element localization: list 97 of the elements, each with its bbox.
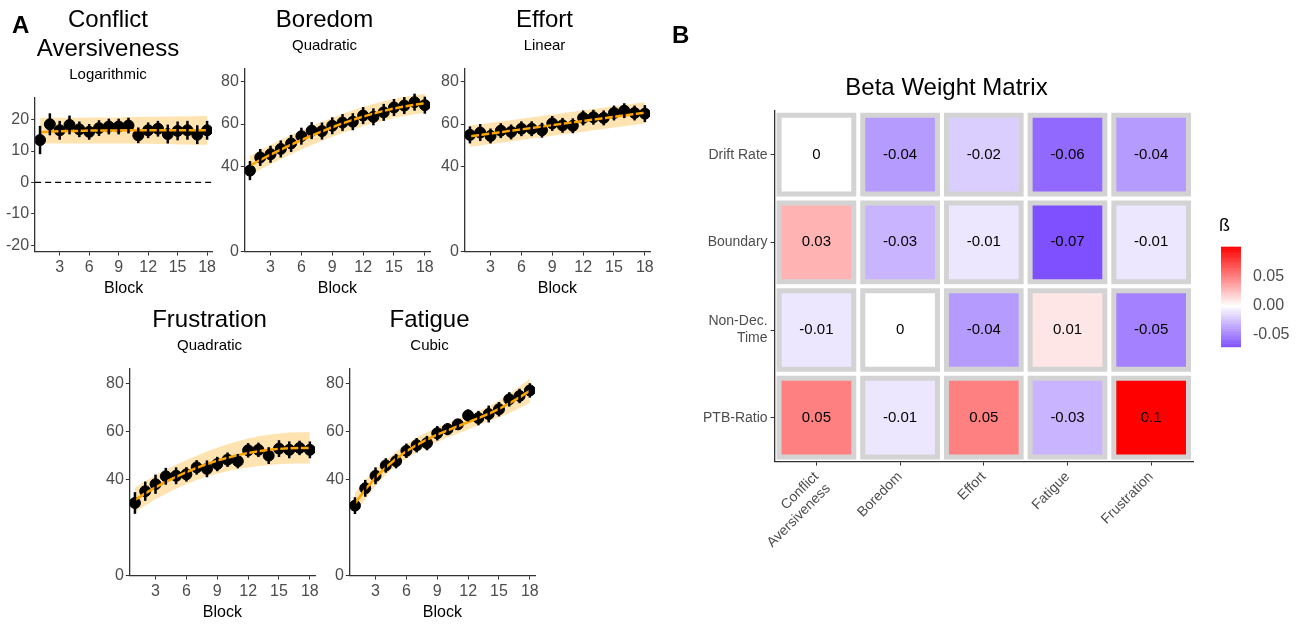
x-tick-label: 12 (139, 257, 158, 275)
chart-title: Fatigue (389, 305, 470, 333)
chart-subtitle: Quadratic (176, 335, 243, 353)
text: A (12, 10, 30, 38)
x-tick-label: 6 (181, 581, 191, 599)
chart-subtitle: Cubic (410, 335, 450, 353)
y-tick-label: 60 (441, 114, 459, 132)
x-tick-label: 15 (168, 257, 187, 275)
x-axis-title: Block (104, 278, 145, 296)
x-tick-label: 18 (635, 257, 654, 275)
data-label: -0.03 (883, 232, 918, 250)
data-label: -0.01 (1134, 232, 1169, 250)
chart-title: Conflict Aversiveness (36, 5, 180, 61)
x-axis-title: Block (317, 278, 358, 296)
x-tick-label: 3 (151, 581, 161, 599)
x-tick-label: 15 (490, 581, 508, 599)
data-label: -0.05 (1134, 320, 1169, 338)
x-tick-label: 3 (55, 257, 65, 275)
x-tick-label: 6 (84, 257, 94, 275)
x-tick-label: 3 (371, 581, 381, 599)
y-tick-label: Boundary (707, 233, 768, 250)
data-label: -0.04 (883, 144, 918, 162)
data-label: 0 (812, 144, 821, 162)
y-tick-label: 60 (221, 114, 239, 132)
data-label: -0.03 (1050, 407, 1085, 425)
y-tick-label: 40 (221, 156, 239, 174)
data-label: -0.02 (966, 144, 1001, 162)
y-tick-label: 0 (334, 566, 344, 584)
y-tick-label: 20 (11, 110, 30, 128)
x-tick-label: 6 (401, 581, 411, 599)
x-axis-title: Block (422, 602, 463, 620)
chart-subtitle: Quadratic (291, 35, 358, 53)
y-tick-label: 80 (106, 373, 124, 391)
x-tick-label: 9 (432, 581, 442, 599)
y-tick-label: PTB-Ratio (702, 408, 768, 425)
chart-title: Frustration (152, 305, 267, 333)
data-label: 0.1 (1140, 407, 1162, 425)
chart-title: Boredom (275, 5, 374, 33)
color-bar-label: -0.05 (1253, 325, 1290, 343)
color-bar-title: ß (1219, 214, 1230, 235)
x-tick-label: 12 (574, 257, 593, 275)
color-bar-label: 0.00 (1253, 295, 1285, 313)
chart-subtitle: Logarithmic (69, 64, 148, 82)
chart-subtitle: Linear (523, 35, 566, 53)
y-tick-label: 10 (11, 141, 30, 159)
y-tick-label: Drift Rate (708, 145, 768, 162)
chart-title: Beta Weight Matrix (845, 73, 1048, 101)
x-tick-label: 3 (266, 257, 276, 275)
y-tick-label: 0 (20, 172, 30, 190)
x-tick-label: 9 (114, 257, 124, 275)
x-tick-label: 6 (296, 257, 306, 275)
data-label: -0.04 (1134, 144, 1169, 162)
y-tick-label: 0 (229, 242, 239, 260)
x-tick-label: 18 (300, 581, 319, 599)
data-label: -0.01 (966, 232, 1001, 250)
x-tick-label: 15 (270, 581, 288, 599)
x-tick-label: 12 (459, 581, 478, 599)
data-label: 0.01 (1052, 320, 1083, 338)
data-label: -0.07 (1050, 232, 1085, 250)
x-tick-label: 12 (239, 581, 258, 599)
x-axis-title: Block (202, 602, 243, 620)
y-tick-label: 0 (114, 566, 124, 584)
y-tick-label: 40 (326, 469, 344, 487)
x-tick-label: 12 (354, 257, 373, 275)
x-tick-label: 18 (198, 257, 217, 275)
x-tick-label: 18 (520, 581, 539, 599)
data-label: -0.04 (966, 320, 1001, 338)
y-tick-label: 80 (441, 71, 459, 89)
x-axis-title: Block (537, 278, 578, 296)
data-label: 0.05 (801, 407, 832, 425)
x-tick-label: 15 (605, 257, 623, 275)
y-tick-label: 40 (441, 156, 459, 174)
y-tick-label: -20 (6, 235, 30, 253)
y-tick-label: 40 (106, 469, 124, 487)
data-label: -0.01 (799, 320, 834, 338)
y-tick-label: 0 (449, 242, 459, 260)
data-label: 0.03 (801, 232, 832, 250)
x-tick-label: 6 (516, 257, 526, 275)
data-label: 0.05 (969, 407, 999, 425)
y-tick-label: 80 (221, 71, 239, 89)
color-bar-label: 0.05 (1253, 266, 1285, 284)
y-tick-label: 80 (326, 373, 344, 391)
text: B (672, 20, 690, 48)
x-tick-label: 9 (547, 257, 557, 275)
data-label: -0.06 (1050, 144, 1085, 162)
x-tick-label: 9 (212, 581, 222, 599)
data-label: -0.01 (883, 407, 918, 425)
chart-title: Effort (516, 5, 574, 33)
y-tick-label: -10 (6, 204, 30, 222)
x-tick-label: 3 (486, 257, 496, 275)
y-tick-label: 60 (106, 421, 124, 439)
data-label: 0 (895, 320, 905, 338)
x-tick-label: 15 (385, 257, 403, 275)
y-tick-label: 60 (326, 421, 344, 439)
y-tick-label: Non-Dec. Time (708, 312, 768, 346)
x-tick-label: 18 (415, 257, 434, 275)
x-tick-label: 9 (327, 257, 337, 275)
